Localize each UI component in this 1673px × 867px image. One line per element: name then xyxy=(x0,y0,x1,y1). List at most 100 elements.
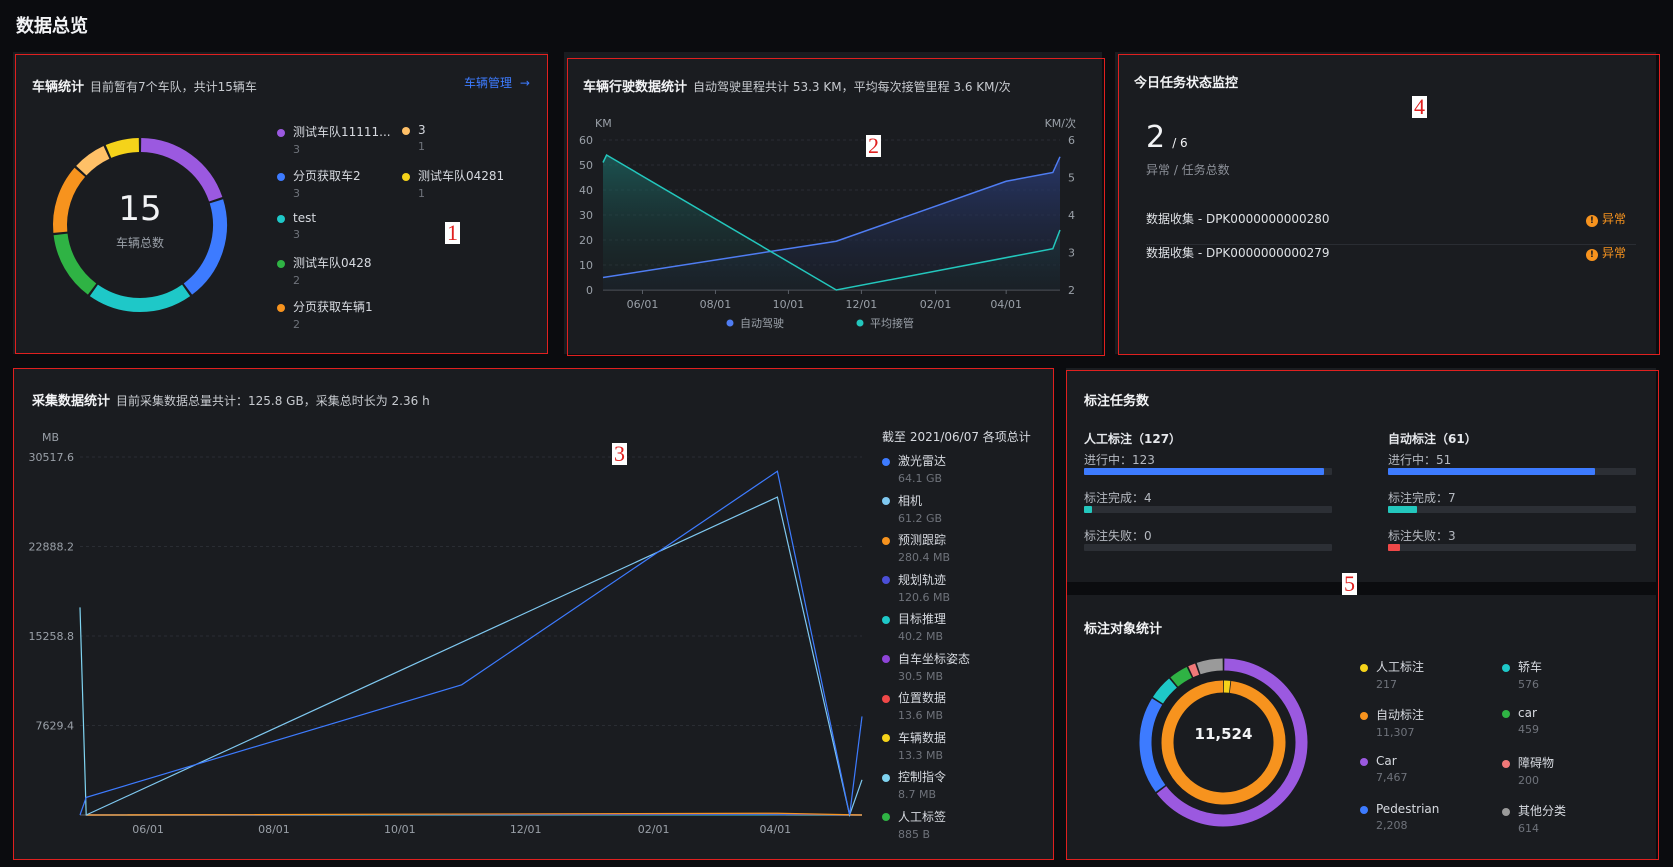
task-monitor-card xyxy=(1115,52,1656,354)
vehicle-stats-title-text: 车辆统计 xyxy=(32,80,85,95)
vehicle-legend-item[interactable]: 测试车队11111... 3 xyxy=(277,123,391,156)
legend-label: 预测跟踪 xyxy=(898,533,947,547)
object-legend-item[interactable]: 障碍物 200 xyxy=(1502,754,1554,787)
collect-legend-item[interactable]: 自车坐标姿态 30.5 MB xyxy=(882,650,970,683)
collect-legend-item[interactable]: 车辆数据 13.3 MB xyxy=(882,729,946,762)
collect-legend-item[interactable]: 相机 61.2 GB xyxy=(882,492,942,525)
legend-value: 61.2 GB xyxy=(898,511,943,525)
object-legend-item[interactable]: 自动标注 11,307 xyxy=(1360,706,1424,739)
legend-label: 障碍物 xyxy=(1518,756,1555,770)
vehicle-legend-item[interactable]: 测试车队0428 2 xyxy=(277,254,372,287)
vehicle-donut-slice[interactable] xyxy=(140,138,223,202)
legend-dot xyxy=(1502,709,1510,718)
legend-label: 激光雷达 xyxy=(898,454,947,468)
legend-label: 其他分类 xyxy=(1518,804,1567,818)
object-legend-item[interactable]: Pedestrian 2,208 xyxy=(1360,802,1439,832)
legend-label: 测试车队04281 xyxy=(418,169,505,183)
annotation-row-label: 标注失败：0 xyxy=(1084,529,1152,543)
series-line[interactable] xyxy=(79,470,863,816)
collect-legend-item[interactable]: 人工标签 885 B xyxy=(882,808,946,841)
y-tick-label: 10 xyxy=(579,259,593,272)
vehicle-donut-slice[interactable] xyxy=(53,167,86,233)
object-legend-item[interactable]: 人工标注 217 xyxy=(1360,658,1424,691)
vehicle-legend-item[interactable]: 分页获取车辆1 2 xyxy=(277,298,373,331)
legend-label: 规划轨迹 xyxy=(898,572,947,587)
series-line-auto[interactable] xyxy=(602,156,1061,279)
vehicle-legend-item[interactable]: test 3 xyxy=(277,211,316,241)
y2-tick-label: 5 xyxy=(1068,172,1075,185)
chart-legend-label[interactable]: 平均接管 xyxy=(870,316,914,330)
collect-legend-item[interactable]: 目标推理 40.2 MB xyxy=(882,610,946,643)
legend-value: 13.3 MB xyxy=(898,748,944,762)
warning-icon: ! xyxy=(1585,249,1598,261)
legend-value: 200 xyxy=(1518,774,1539,787)
legend-value: 40.2 MB xyxy=(898,630,944,643)
vehicle-donut-slice[interactable] xyxy=(89,284,191,312)
legend-label: 自车坐标姿态 xyxy=(898,651,971,666)
vehicle-legend-item[interactable]: 测试车队04281 1 xyxy=(402,167,504,200)
annotation-row-label: 进行中：51 xyxy=(1388,453,1452,467)
collect-legend-item[interactable]: 位置数据 13.6 MB xyxy=(882,689,946,722)
vehicle-legend-item[interactable]: 分页获取车2 3 xyxy=(277,167,361,200)
legend-label: 测试车队0428 xyxy=(293,256,372,270)
progress-bar xyxy=(1084,506,1332,513)
object-legend-item[interactable]: Car 7,467 xyxy=(1360,754,1408,784)
legend-dot xyxy=(882,813,890,821)
object-legend-item[interactable]: 轿车 576 xyxy=(1502,658,1542,691)
progress-bar-fill xyxy=(1084,506,1092,513)
task-row[interactable]: 数据收集 - DPK0000000000279 ! 异常 xyxy=(1146,244,1636,278)
object-outer-slice[interactable] xyxy=(1196,658,1223,675)
y-tick-label: 30517.6 xyxy=(29,451,75,464)
y-tick-label: 0 xyxy=(586,284,593,297)
collect-legend-item[interactable]: 控制指令 8.7 MB xyxy=(882,768,946,801)
legend-label: 位置数据 xyxy=(898,691,947,705)
object-outer-slice[interactable] xyxy=(1188,663,1200,678)
task-status-label: 异常 xyxy=(1601,212,1626,226)
driving-line-chart: 0 10 20 30 40 50 60 2 3 4 5 6 KM KM/次 06/01 08/01 10/01 1… xyxy=(579,116,1076,330)
abnormal-count-label: 异常 / 任务总数 xyxy=(1146,163,1230,177)
object-outer-slice[interactable] xyxy=(1156,658,1308,827)
y2-tick-label: 2 xyxy=(1068,284,1075,297)
y2-tick-label: 3 xyxy=(1068,247,1075,260)
y2-tick-label: 4 xyxy=(1068,209,1075,222)
marker-label: 4 xyxy=(1412,94,1427,119)
y-tick-label: 50 xyxy=(579,159,593,172)
series-line[interactable] xyxy=(86,812,863,816)
y-axis-unit: KM xyxy=(595,117,612,130)
series-line[interactable] xyxy=(85,496,863,818)
object-inner-slice[interactable] xyxy=(1161,680,1286,805)
series-line-takeover[interactable] xyxy=(602,153,1061,291)
task-monitor-title: 今日任务状态监控 xyxy=(1134,76,1239,91)
task-status: ! 异常 xyxy=(1585,244,1626,261)
chart-legend-label[interactable]: 自动驾驶 xyxy=(740,316,784,330)
object-outer-slice[interactable] xyxy=(1170,667,1193,687)
legend-value: 459 xyxy=(1518,723,1539,736)
legend-dot xyxy=(1360,805,1368,814)
legend-label: Car xyxy=(1376,754,1397,768)
vehicle-donut-slice[interactable] xyxy=(53,233,97,295)
collect-legend-item[interactable]: 激光雷达 64.1 GB xyxy=(882,452,946,485)
collect-legend-item[interactable]: 规划轨迹 120.6 MB xyxy=(882,571,950,604)
y-tick-label: 20 xyxy=(579,234,593,247)
vehicle-total: 15 xyxy=(118,189,161,229)
vehicle-donut-slice[interactable] xyxy=(183,199,227,295)
vehicle-manage-link[interactable]: 车辆管理 → xyxy=(464,74,530,91)
legend-value: 217 xyxy=(1376,678,1397,691)
collect-legend-item[interactable]: 预测跟踪 280.4 MB xyxy=(882,531,950,564)
vehicle-donut-slice[interactable] xyxy=(76,146,110,176)
legend-value: 885 B xyxy=(898,827,931,841)
object-legend-item[interactable]: car 459 xyxy=(1502,706,1539,736)
object-legend-item[interactable]: 其他分类 614 xyxy=(1502,802,1566,835)
legend-dot xyxy=(882,615,890,624)
object-outer-slice[interactable] xyxy=(1152,678,1178,704)
arrow-right-icon: → xyxy=(519,76,530,90)
task-row[interactable]: 数据收集 - DPK0000000000280 ! 异常 xyxy=(1146,210,1636,245)
y-tick-label: 7629.4 xyxy=(36,720,75,733)
vehicle-total-label: 车辆总数 xyxy=(116,235,164,250)
total-count-value: / 6 xyxy=(1172,136,1188,150)
object-outer-slice[interactable] xyxy=(1139,698,1166,793)
legend-label: 人工标注 xyxy=(1376,660,1425,674)
vehicle-donut-slice[interactable] xyxy=(105,138,140,158)
x-tick-label: 08/01 xyxy=(700,298,732,311)
